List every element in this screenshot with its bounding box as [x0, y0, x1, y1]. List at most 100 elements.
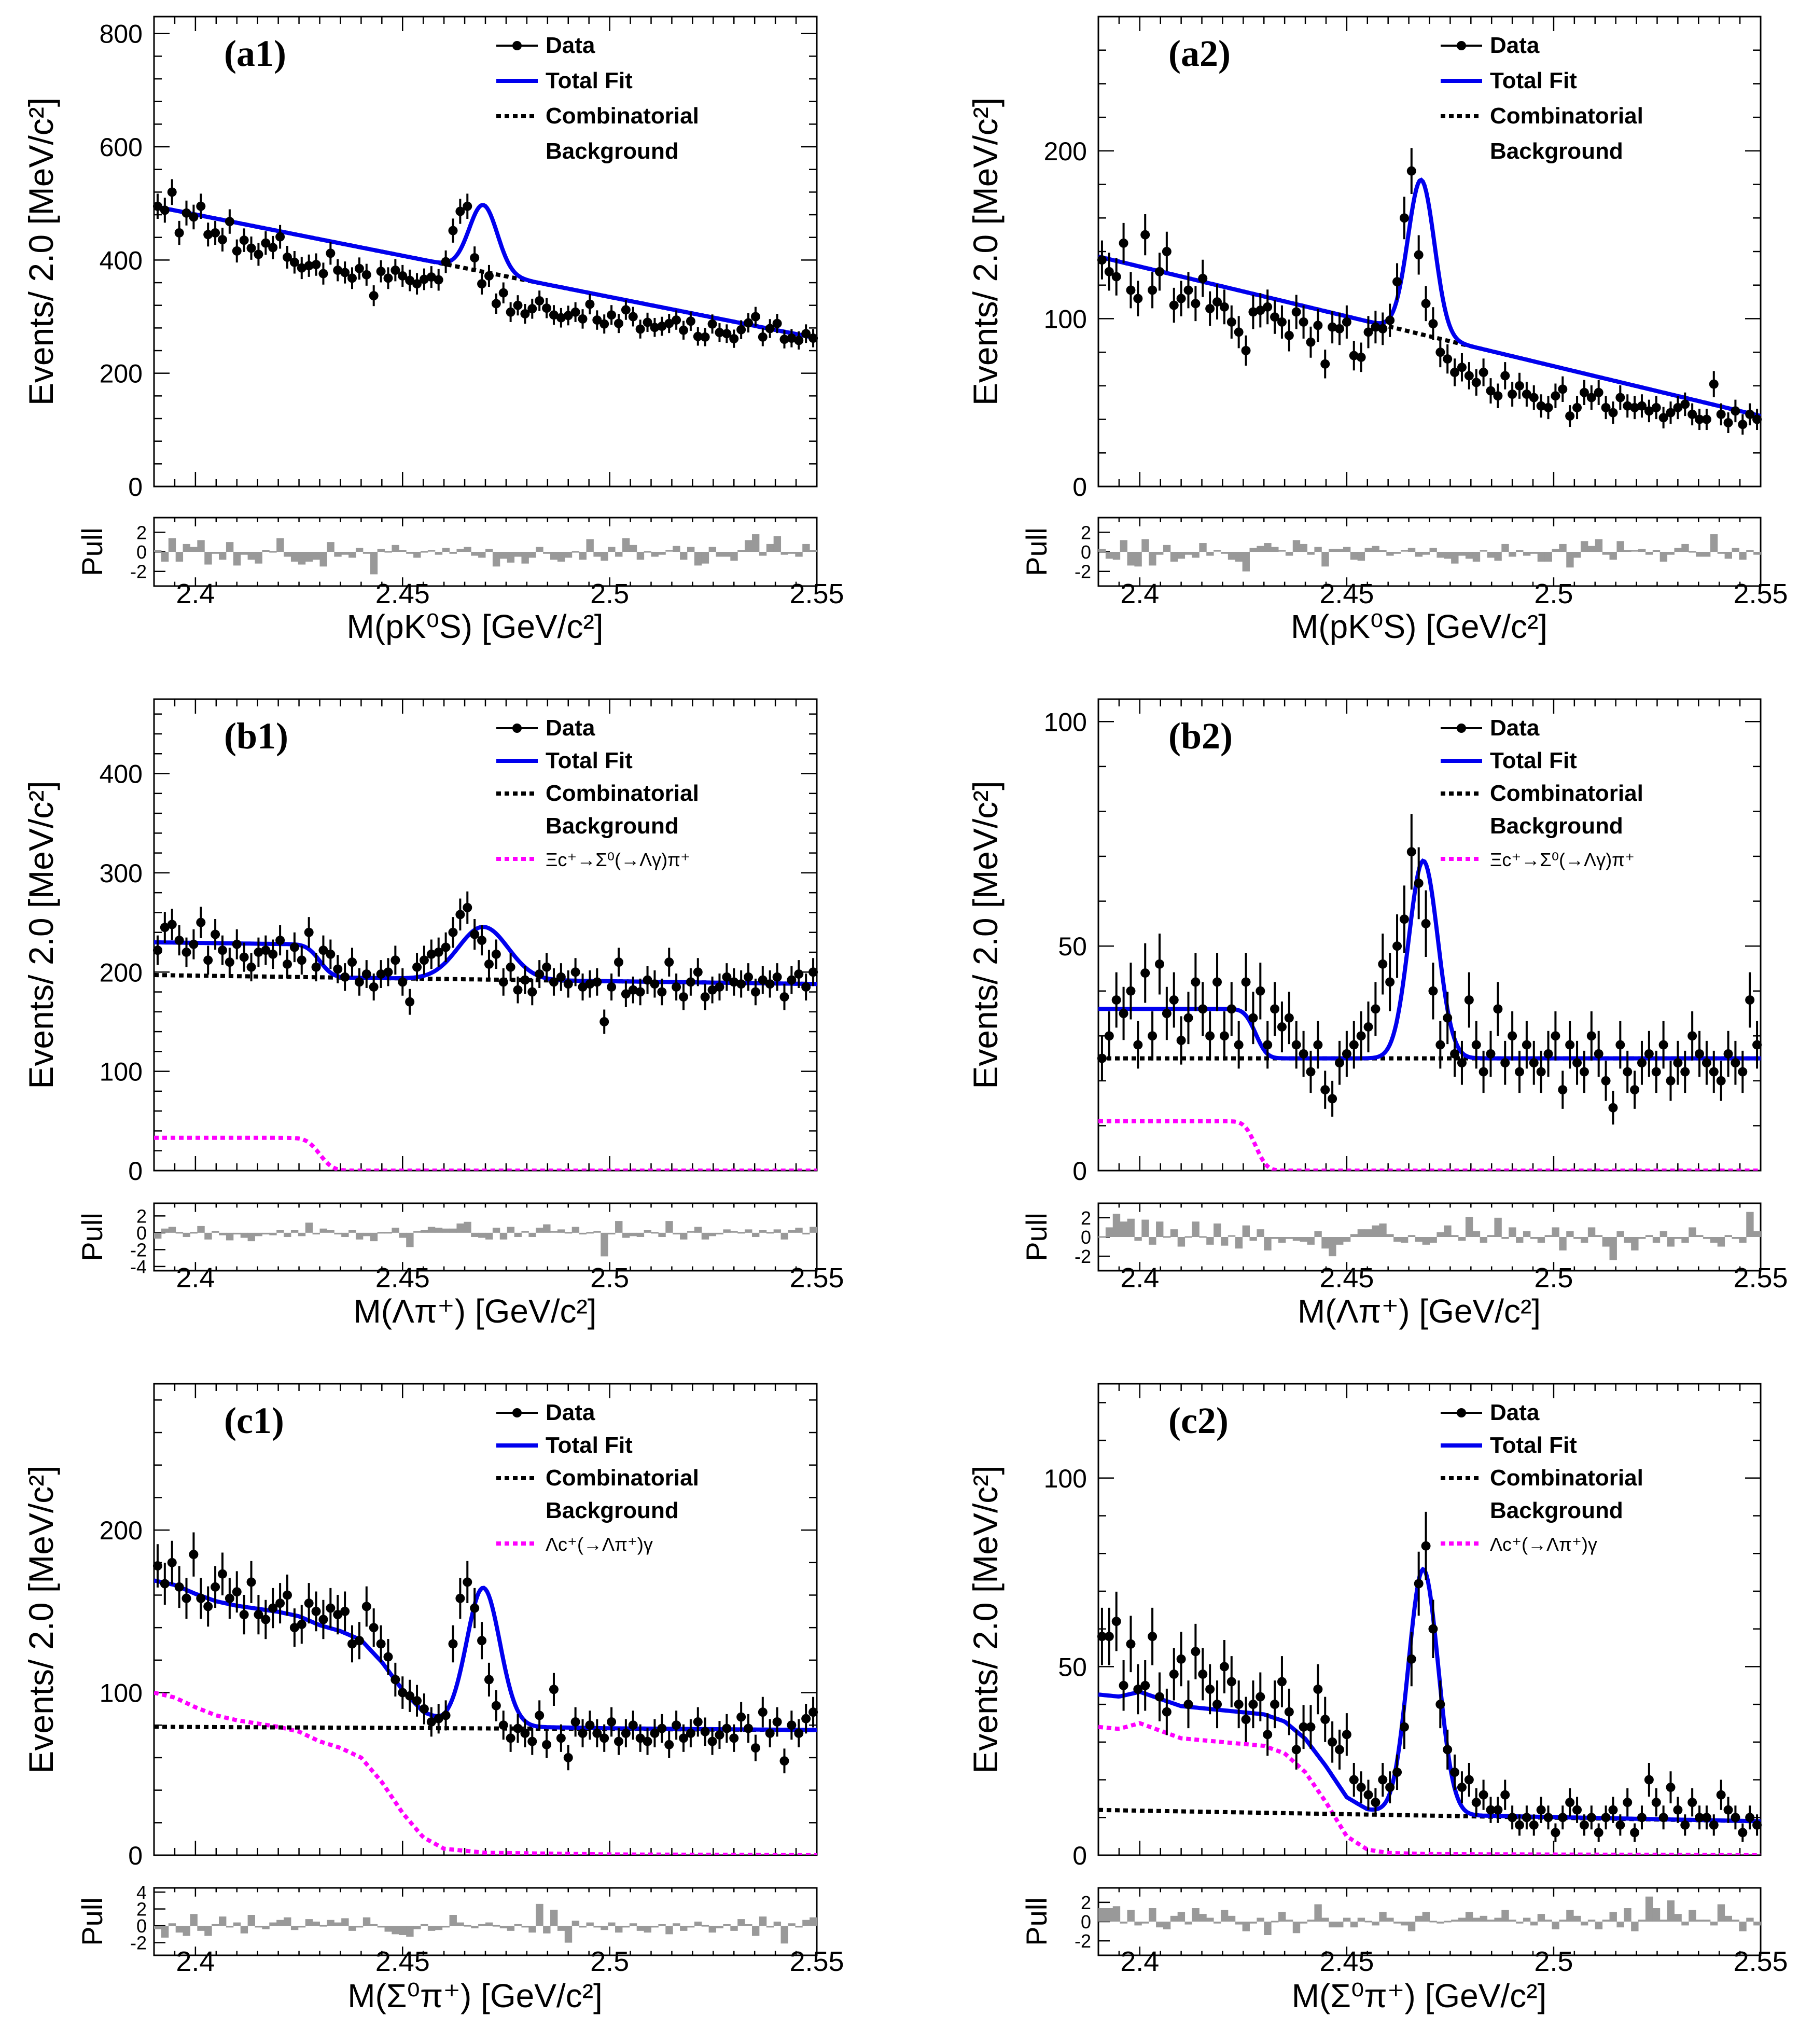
pull-bar	[464, 547, 471, 552]
y-tick-label: 100	[100, 1058, 143, 1087]
pull-bar	[795, 552, 803, 557]
pull-bar	[673, 546, 680, 552]
pull-bar	[499, 1232, 508, 1240]
pull-bar	[1739, 1237, 1747, 1243]
x-tick-label: 2.5	[1534, 1262, 1573, 1294]
data-point	[570, 1717, 580, 1727]
pull-bar	[586, 1922, 594, 1926]
pull-bar	[427, 1227, 436, 1233]
data-point	[744, 1723, 754, 1733]
pull-bar	[658, 1924, 666, 1926]
pull-bar	[1141, 539, 1149, 552]
data-point	[1198, 273, 1208, 283]
pull-bar	[1249, 548, 1257, 552]
pull-bar	[1120, 540, 1128, 552]
pull-bar	[1242, 552, 1250, 572]
data-point	[520, 309, 530, 319]
pull-bar	[276, 1920, 284, 1926]
pull-bar	[680, 552, 688, 560]
pull-bar	[658, 552, 666, 555]
data-point	[1320, 359, 1330, 369]
pull-bar	[651, 1926, 659, 1928]
data-point	[750, 312, 760, 322]
x-axis-label: M(pK⁰S) [GeV/c²]	[1291, 608, 1547, 645]
data-point	[628, 1720, 638, 1730]
data-point	[1313, 1040, 1323, 1050]
data-point	[167, 1558, 177, 1567]
data-point	[621, 989, 631, 999]
data-point	[1234, 1700, 1244, 1709]
data-point	[772, 972, 782, 982]
legend-label: Data	[546, 1400, 595, 1425]
y-tick-label: 100	[1044, 1464, 1087, 1493]
data-point	[1406, 1654, 1416, 1664]
pull-bar	[1415, 1915, 1423, 1922]
x-tick-label: 2.45	[375, 1946, 430, 1977]
pull-bar	[701, 1232, 709, 1240]
pull-bar	[1214, 550, 1221, 552]
data-point	[361, 1602, 371, 1611]
legend-label: Data	[1490, 1400, 1540, 1425]
pull-bar	[1264, 1922, 1272, 1935]
fit-curves	[154, 925, 817, 1171]
pull-bar	[1487, 1235, 1495, 1237]
pull-axis-label: Pull	[1020, 1213, 1053, 1261]
data-point	[1140, 968, 1150, 978]
data-point	[707, 319, 717, 329]
data-point	[1543, 1049, 1553, 1059]
data-point	[311, 1606, 321, 1616]
data-point	[787, 975, 797, 985]
data-point	[1119, 1009, 1128, 1018]
pull-bar	[1336, 1922, 1344, 1928]
pull-bar	[1710, 1237, 1718, 1243]
pull-bar	[348, 1926, 356, 1931]
data-point	[297, 955, 306, 965]
y-axis-label: Events/ 2.0 [MeV/c²]	[22, 98, 60, 406]
legend-label: Data	[546, 715, 595, 741]
data-point	[326, 949, 336, 959]
y-tick-label: 0	[1072, 472, 1087, 502]
data-point	[1392, 1768, 1402, 1777]
pull-bar	[290, 1926, 299, 1930]
data-point	[1342, 1730, 1351, 1740]
pull-bar	[1300, 1922, 1308, 1924]
pull-bar	[319, 1925, 327, 1927]
pull-bar	[305, 1919, 313, 1926]
legend-data-marker	[1457, 1408, 1466, 1417]
pull-bar	[1314, 547, 1322, 552]
data-point	[779, 335, 789, 344]
data-point	[729, 1733, 739, 1743]
x-tick-label: 2.4	[1120, 1262, 1159, 1294]
data-point	[340, 268, 350, 277]
pull-bar	[427, 1926, 436, 1931]
data-point	[1565, 1798, 1575, 1807]
pull-bar	[334, 1922, 342, 1926]
data-point	[369, 982, 379, 992]
data-point	[1133, 1040, 1143, 1050]
data-point	[1176, 1035, 1186, 1045]
x-tick-label: 2.4	[1120, 1946, 1159, 1977]
pull-bar	[1696, 1920, 1704, 1922]
pull-bar	[1501, 1237, 1509, 1239]
pull-bar	[1652, 1237, 1661, 1243]
data-point	[1500, 371, 1510, 381]
data-point	[1731, 1813, 1740, 1823]
pull-bar	[1300, 544, 1308, 552]
data-point	[1658, 413, 1668, 423]
data-point	[152, 1561, 162, 1571]
fit-curves	[154, 1578, 817, 1855]
data-point	[1270, 312, 1280, 322]
pull-bar	[1214, 1223, 1221, 1237]
data-point	[628, 985, 638, 995]
pull-bar	[708, 1232, 717, 1236]
pull-bar	[1329, 1922, 1336, 1928]
pull-bar	[464, 1925, 471, 1927]
pull-bar	[1616, 1231, 1624, 1237]
legend-entry: Λc⁺(→Λπ⁺)γ	[1441, 1534, 1597, 1555]
pull-bar	[1465, 1912, 1473, 1922]
y-axis-label: Events/ 2.0 [MeV/c²]	[966, 98, 1005, 406]
pull-bar	[601, 1232, 608, 1257]
pull-bar	[305, 552, 313, 562]
data-point	[398, 1688, 408, 1698]
data-point	[391, 266, 400, 275]
